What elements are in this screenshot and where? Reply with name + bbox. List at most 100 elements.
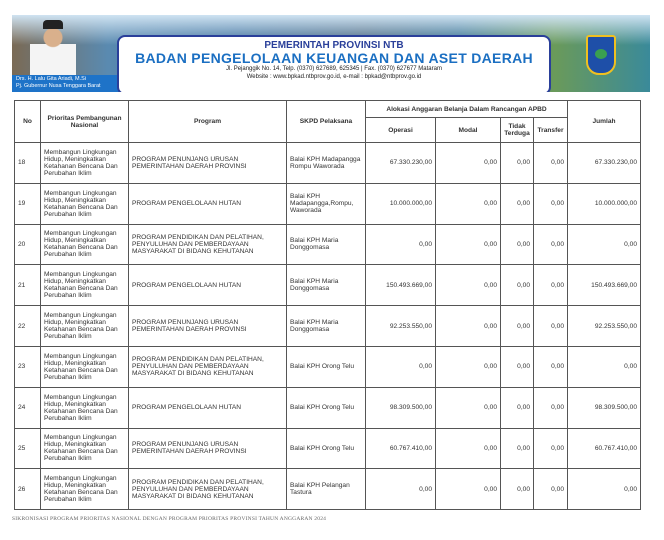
cell-operasi: 10.000.000,00 <box>365 182 436 225</box>
cell-transfer: 0,00 <box>533 264 568 307</box>
cell-transfer: 0,00 <box>533 182 568 225</box>
agency-title: BADAN PENGELOLAAN KEUANGAN DAN ASET DAER… <box>135 50 533 66</box>
cell-prioritas: Membangun Lingkungan Hidup, Meningkatkan… <box>40 468 129 511</box>
cell-tidak-terduga: 0,00 <box>500 386 534 429</box>
cell-program: PROGRAM PENUNJANG URUSAN PEMERINTAHAN DA… <box>128 142 287 184</box>
header-transfer: Transfer <box>533 117 568 143</box>
cell-skpd: Balai KPH Madapangga Rompu Waworada <box>286 142 366 184</box>
table-row: 25 Membangun Lingkungan Hidup, Meningkatk… <box>14 427 641 470</box>
cell-no: 20 <box>14 223 41 266</box>
cell-operasi: 0,00 <box>365 345 436 388</box>
header-prioritas: Prioritas Pembangunan Nasional <box>40 100 129 143</box>
cell-tidak-terduga: 0,00 <box>500 223 534 266</box>
cell-no: 22 <box>14 305 41 347</box>
cell-prioritas: Membangun Lingkungan Hidup, Meningkatkan… <box>40 386 129 429</box>
table-row: 26 Membangun Lingkungan Hidup, Meningkatk… <box>14 468 641 511</box>
cell-jumlah: 0,00 <box>567 468 641 511</box>
cell-program: PROGRAM PENGELOLAAN HUTAN <box>128 182 287 225</box>
cell-program: PROGRAM PENDIDIKAN DAN PELATIHAN, PENYUL… <box>128 468 287 511</box>
cell-transfer: 0,00 <box>533 223 568 266</box>
cell-jumlah: 98.309.500,00 <box>567 386 641 429</box>
cell-tidak-terduga: 0,00 <box>500 468 534 511</box>
cell-no: 18 <box>14 142 41 184</box>
header-tidak-terduga: Tidak Terduga <box>500 117 534 143</box>
document-footer: SIKRONISASI PROGRAM PRIORITAS NASIONAL D… <box>12 516 327 522</box>
table-row: 18 Membangun Lingkungan Hidup, Meningkatk… <box>14 142 641 184</box>
header-operasi: Operasi <box>365 117 436 143</box>
cell-prioritas: Membangun Lingkungan Hidup, Meningkatkan… <box>40 182 129 225</box>
cell-prioritas: Membangun Lingkungan Hidup, Meningkatkan… <box>40 223 129 266</box>
cell-transfer: 0,00 <box>533 305 568 347</box>
cell-program: PROGRAM PENUNJANG URUSAN PEMERINTAHAN DA… <box>128 427 287 470</box>
budget-table: No Prioritas Pembangunan Nasional Progra… <box>14 100 641 511</box>
cell-tidak-terduga: 0,00 <box>500 182 534 225</box>
cell-no: 23 <box>14 345 41 388</box>
header-skpd: SKPD Pelaksana <box>286 100 366 143</box>
header-modal: Modal <box>435 117 501 143</box>
cell-skpd: Balai KPH Madapangga,Rompu, Waworada <box>286 182 366 225</box>
cell-modal: 0,00 <box>435 386 501 429</box>
governor-name: Drs. H. Lalu Gita Ariadi, M.Si <box>16 76 86 82</box>
letterhead-banner: Drs. H. Lalu Gita Ariadi, M.Si Pj. Guber… <box>12 15 650 92</box>
cell-program: PROGRAM PENGELOLAAN HUTAN <box>128 264 287 307</box>
cell-modal: 0,00 <box>435 264 501 307</box>
cell-prioritas: Membangun Lingkungan Hidup, Meningkatkan… <box>40 264 129 307</box>
cell-jumlah: 92.253.550,00 <box>567 305 641 347</box>
cell-skpd: Balai KPH Orong Telu <box>286 386 366 429</box>
cell-jumlah: 0,00 <box>567 223 641 266</box>
cell-tidak-terduga: 0,00 <box>500 345 534 388</box>
header-alokasi: Alokasi Anggaran Belanja Dalam Rancangan… <box>365 100 568 118</box>
cell-skpd: Balai KPH Orong Telu <box>286 427 366 470</box>
cell-program: PROGRAM PENGELOLAAN HUTAN <box>128 386 287 429</box>
cell-jumlah: 150.493.669,00 <box>567 264 641 307</box>
cell-transfer: 0,00 <box>533 142 568 184</box>
cell-skpd: Balai KPH Pelangan Tastura <box>286 468 366 511</box>
cell-operasi: 98.309.500,00 <box>365 386 436 429</box>
cell-skpd: Balai KPH Maria Donggomasa <box>286 305 366 347</box>
table-row: 22 Membangun Lingkungan Hidup, Meningkatk… <box>14 305 641 347</box>
cell-modal: 0,00 <box>435 345 501 388</box>
cell-tidak-terduga: 0,00 <box>500 427 534 470</box>
table-row: 21 Membangun Lingkungan Hidup, Meningkatk… <box>14 264 641 307</box>
cell-operasi: 67.330.230,00 <box>365 142 436 184</box>
cell-no: 21 <box>14 264 41 307</box>
governor-title: Pj. Gubernur Nusa Tenggara Barat <box>16 83 101 89</box>
cell-modal: 0,00 <box>435 468 501 511</box>
agency-address: Jl. Pejanggik No. 14, Telp. (0370) 62768… <box>226 66 442 72</box>
cell-modal: 0,00 <box>435 427 501 470</box>
cell-modal: 0,00 <box>435 305 501 347</box>
ntb-emblem-icon <box>586 35 616 75</box>
cell-prioritas: Membangun Lingkungan Hidup, Meningkatkan… <box>40 142 129 184</box>
cell-program: PROGRAM PENDIDIKAN DAN PELATIHAN, PENYUL… <box>128 223 287 266</box>
table-row: 23 Membangun Lingkungan Hidup, Meningkatk… <box>14 345 641 388</box>
cell-jumlah: 60.767.410,00 <box>567 427 641 470</box>
cell-transfer: 0,00 <box>533 468 568 511</box>
cell-tidak-terduga: 0,00 <box>500 305 534 347</box>
table-row: 24 Membangun Lingkungan Hidup, Meningkatk… <box>14 386 641 429</box>
table-row: 20 Membangun Lingkungan Hidup, Meningkatk… <box>14 223 641 266</box>
cell-transfer: 0,00 <box>533 427 568 470</box>
cell-skpd: Balai KPH Maria Donggomasa <box>286 264 366 307</box>
header-program: Program <box>128 100 287 143</box>
cell-modal: 0,00 <box>435 182 501 225</box>
cell-tidak-terduga: 0,00 <box>500 142 534 184</box>
cell-no: 26 <box>14 468 41 511</box>
cell-no: 25 <box>14 427 41 470</box>
cell-no: 19 <box>14 182 41 225</box>
government-title: PEMERINTAH PROVINSI NTB <box>264 40 404 51</box>
governor-caption: Drs. H. Lalu Gita Ariadi, M.Si Pj. Guber… <box>12 75 134 92</box>
agency-title-box: PEMERINTAH PROVINSI NTB BADAN PENGELOLAA… <box>117 35 551 92</box>
cell-modal: 0,00 <box>435 142 501 184</box>
cell-prioritas: Membangun Lingkungan Hidup, Meningkatkan… <box>40 427 129 470</box>
agency-website: Website : www.bpkad.ntbprov.go.id, e-mai… <box>246 73 422 80</box>
cell-program: PROGRAM PENUNJANG URUSAN PEMERINTAHAN DA… <box>128 305 287 347</box>
header-no: No <box>14 100 41 143</box>
cell-operasi: 150.493.669,00 <box>365 264 436 307</box>
table-row: 19 Membangun Lingkungan Hidup, Meningkatk… <box>14 182 641 225</box>
cell-prioritas: Membangun Lingkungan Hidup, Meningkatkan… <box>40 345 129 388</box>
cell-modal: 0,00 <box>435 223 501 266</box>
header-jumlah: Jumlah <box>567 100 641 143</box>
cell-jumlah: 10.000.000,00 <box>567 182 641 225</box>
governor-photo <box>30 19 76 81</box>
cell-transfer: 0,00 <box>533 386 568 429</box>
